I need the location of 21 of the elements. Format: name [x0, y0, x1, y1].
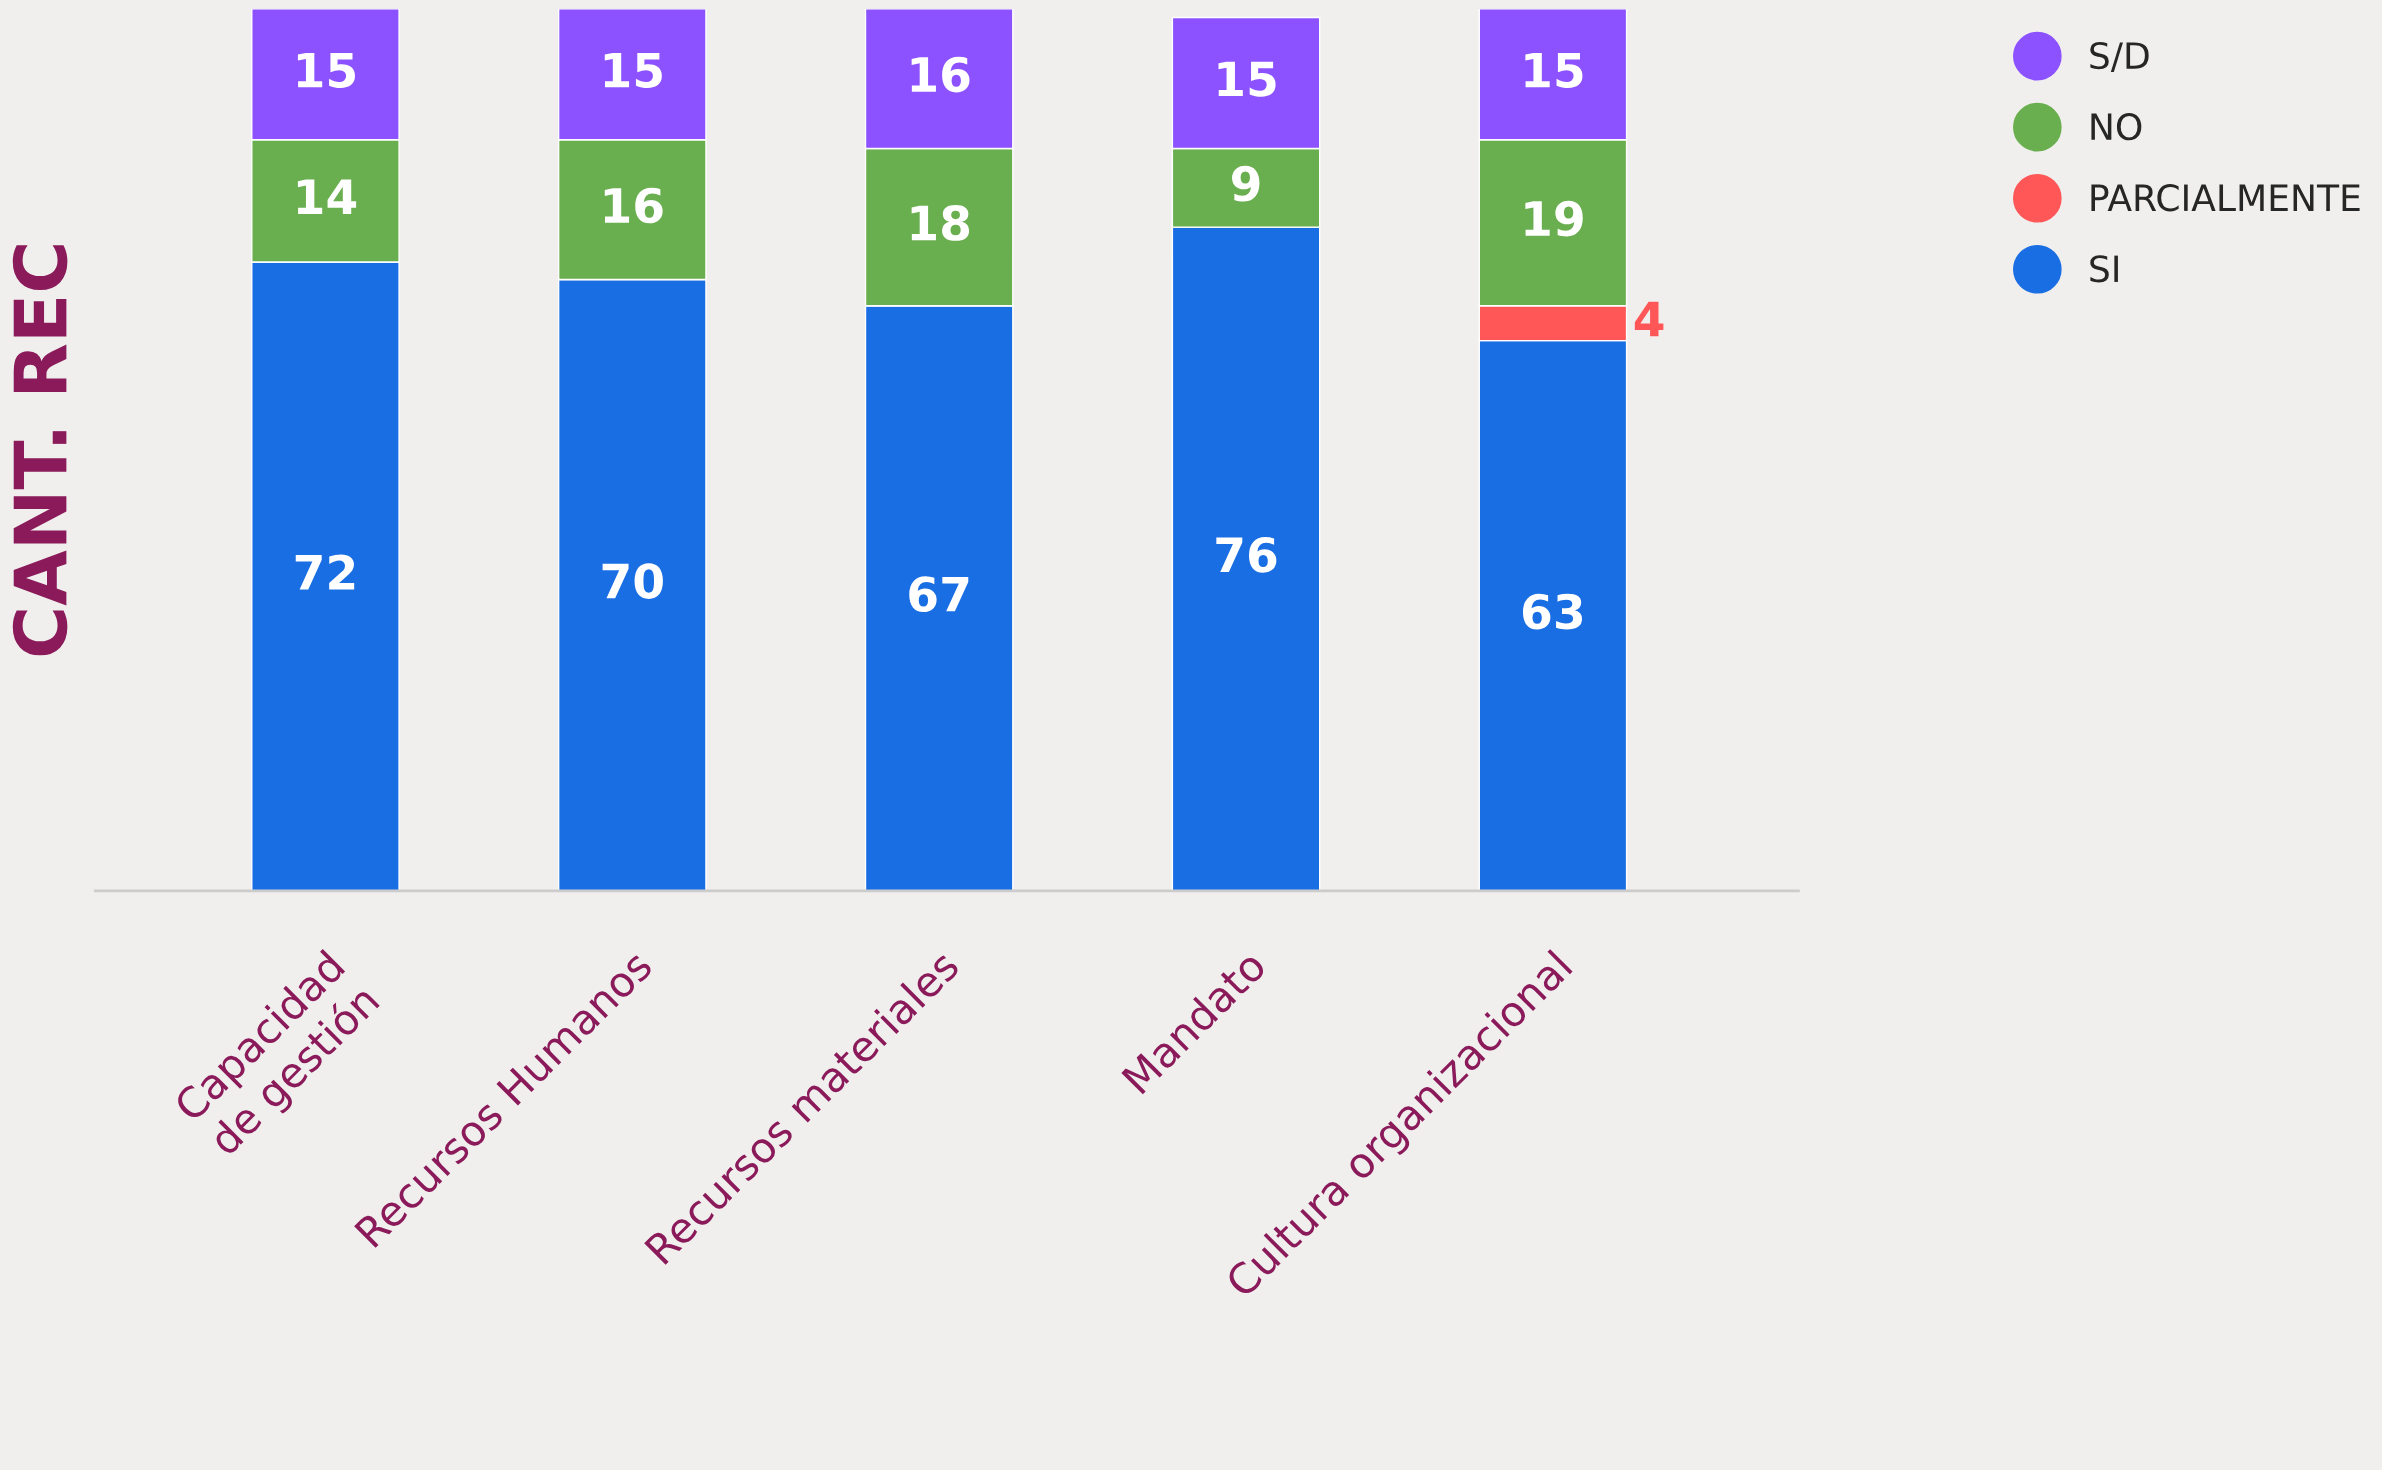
data-label: 15 — [1525, 52, 1583, 89]
data-label: 15 — [1218, 61, 1276, 97]
data-label: 14 — [297, 179, 357, 214]
data-label: 9 — [1232, 165, 1260, 202]
data-label: 67 — [909, 576, 969, 612]
legend-label: NO — [2091, 113, 2142, 141]
data-label: 15 — [604, 52, 662, 89]
legend-label: PARCIALMENTE — [2091, 184, 2360, 212]
data-label: 18 — [911, 205, 970, 241]
data-label: 16 — [604, 187, 663, 224]
data-label: 4 — [1634, 301, 1664, 337]
y-axis-title: CANT. REC — [12, 245, 68, 656]
data-label: 15 — [297, 52, 355, 89]
data-label: 63 — [1522, 593, 1583, 630]
legend-label: S/D — [2090, 41, 2149, 73]
data-label: 72 — [295, 554, 355, 590]
data-label: 76 — [1216, 537, 1277, 573]
data-label: 70 — [602, 563, 663, 599]
legend-label: SI — [2090, 255, 2118, 283]
data-label: 19 — [1525, 200, 1583, 237]
data-label: 16 — [911, 56, 970, 93]
